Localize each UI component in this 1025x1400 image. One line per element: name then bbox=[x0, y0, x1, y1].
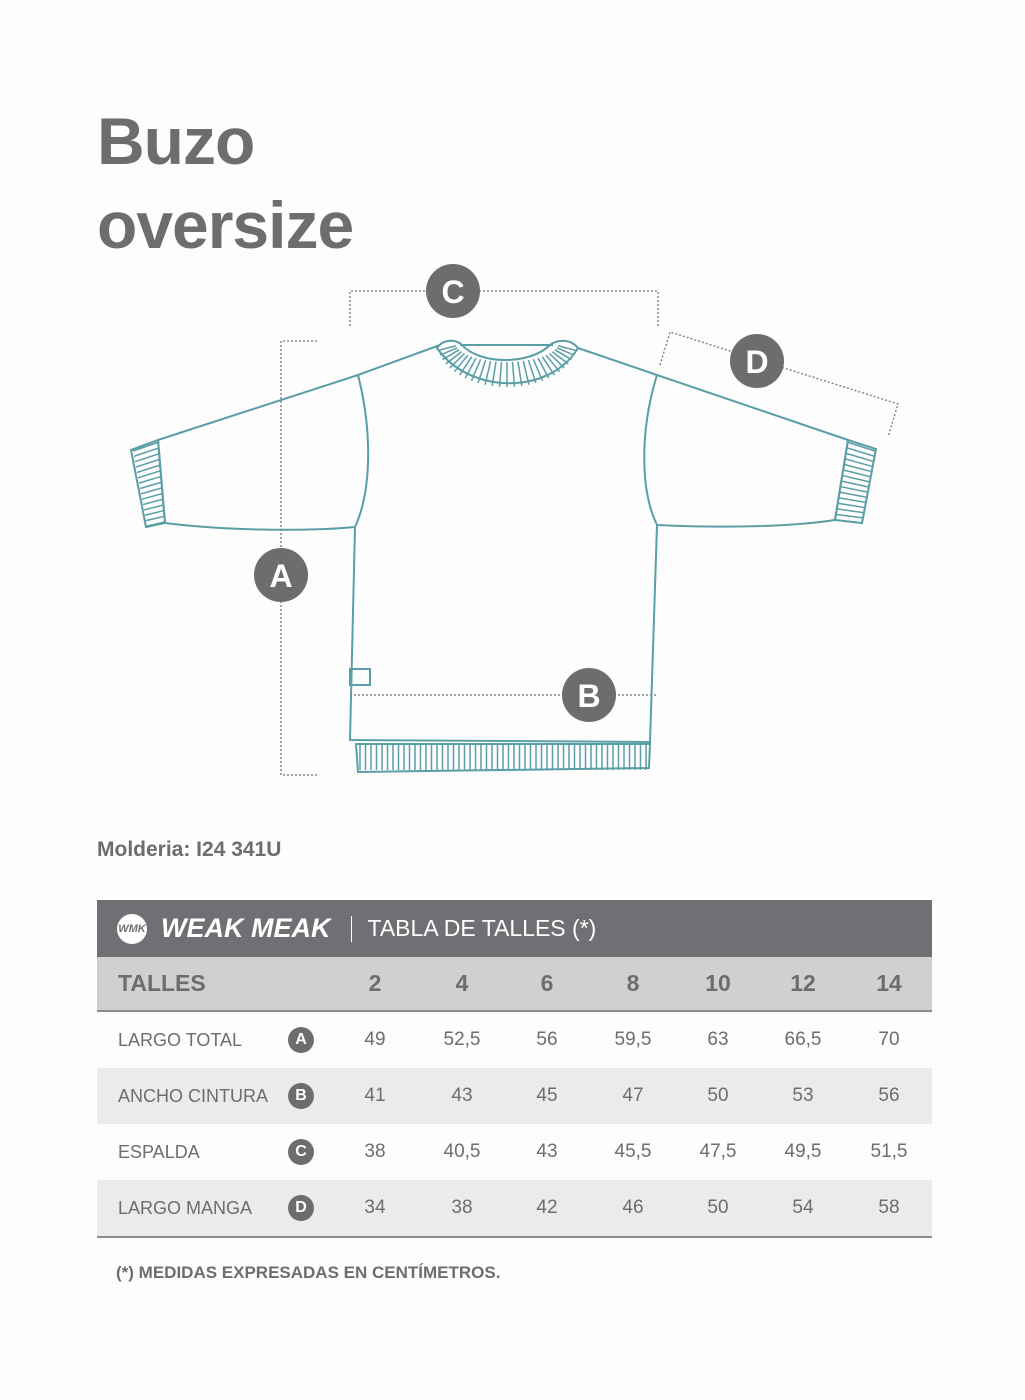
sweater-outline bbox=[129, 339, 878, 774]
footnote: (*) MEDIDAS EXPRESADAS EN CENTÍMETROS. bbox=[116, 1263, 501, 1282]
size-header: 14 bbox=[876, 970, 902, 996]
table-cell: 34 bbox=[364, 1197, 386, 1218]
table-cell: 41 bbox=[364, 1085, 386, 1106]
row-label: ANCHO CINTURA bbox=[118, 1085, 269, 1106]
marker-a: A bbox=[269, 558, 292, 594]
size-header: 8 bbox=[626, 970, 640, 996]
brand-mark-icon: WMK bbox=[117, 913, 147, 944]
table-title-bar: WMK WEAK MEAK TABLA DE TALLES (*) bbox=[97, 900, 932, 957]
table-row: LARGO TOTAL A 49 52,5 56 59,5 63 66,5 70 bbox=[97, 1012, 932, 1068]
table-cell: 42 bbox=[536, 1197, 558, 1218]
row-label: LARGO TOTAL bbox=[118, 1029, 243, 1050]
size-table: WMK WEAK MEAK TABLA DE TALLES (*) TALLES… bbox=[97, 900, 932, 1238]
table-cell: 56 bbox=[536, 1029, 558, 1050]
table-cell: 50 bbox=[707, 1085, 729, 1106]
marker-badge: D bbox=[288, 1195, 314, 1221]
table-title: TABLA DE TALLES (*) bbox=[367, 915, 597, 941]
table-cell: 47,5 bbox=[699, 1141, 737, 1162]
size-header: 10 bbox=[705, 970, 731, 996]
table-cell: 45,5 bbox=[614, 1141, 652, 1162]
rib-lines bbox=[132, 345, 876, 770]
table-cell: 47 bbox=[622, 1085, 644, 1106]
table-cell: 52,5 bbox=[443, 1029, 481, 1050]
marker-b: B bbox=[577, 678, 600, 714]
size-header: 12 bbox=[790, 970, 816, 996]
table-cell: 66,5 bbox=[784, 1029, 822, 1050]
size-header: 2 bbox=[368, 970, 382, 996]
size-header: 4 bbox=[455, 970, 469, 996]
marker-badge: C bbox=[288, 1139, 314, 1165]
table-cell: 43 bbox=[451, 1085, 473, 1106]
table-row: ANCHO CINTURA B 41 43 45 47 50 53 56 bbox=[97, 1068, 932, 1124]
table-cell: 50 bbox=[707, 1197, 729, 1218]
table-cell: 53 bbox=[792, 1085, 814, 1106]
row-label: ESPALDA bbox=[118, 1141, 200, 1162]
table-cell: 59,5 bbox=[614, 1029, 652, 1050]
table-cell: 46 bbox=[622, 1197, 644, 1218]
table-cell: 45 bbox=[536, 1085, 558, 1106]
title-line-1: Buzo bbox=[97, 104, 255, 178]
pattern-code: Molderia: I24 341U bbox=[97, 838, 282, 861]
table-cell: 40,5 bbox=[443, 1141, 481, 1162]
markers: A B C D bbox=[254, 264, 784, 722]
marker-badge: A bbox=[288, 1027, 314, 1053]
row-label: LARGO MANGA bbox=[118, 1197, 253, 1218]
table-row: ESPALDA C 38 40,5 43 45,5 47,5 49,5 51,5 bbox=[97, 1124, 932, 1180]
table-cell: 56 bbox=[878, 1085, 900, 1106]
marker-badge: B bbox=[288, 1083, 314, 1109]
table-cell: 38 bbox=[364, 1141, 386, 1162]
title-line-2: oversize bbox=[97, 188, 354, 262]
table-cell: 43 bbox=[536, 1141, 558, 1162]
marker-c: C bbox=[441, 274, 464, 310]
marker-d: D bbox=[745, 344, 768, 380]
table-cell: 51,5 bbox=[870, 1141, 908, 1162]
divider bbox=[350, 915, 352, 942]
table-cell: 49 bbox=[364, 1029, 386, 1050]
table-cell: 54 bbox=[792, 1197, 814, 1218]
brand-name: WEAK MEAK bbox=[161, 913, 331, 943]
brand-logo: WMK WEAK MEAK bbox=[117, 913, 331, 944]
table-cell: 49,5 bbox=[784, 1141, 822, 1162]
table-cell: 70 bbox=[878, 1029, 900, 1050]
header-label: TALLES bbox=[118, 970, 206, 996]
sweater-diagram: A B C D bbox=[129, 264, 899, 776]
size-header: 6 bbox=[540, 970, 554, 996]
table-header-row: TALLES 2 4 6 8 10 12 14 bbox=[97, 957, 932, 1012]
table-cell: 58 bbox=[878, 1197, 900, 1218]
table-cell: 63 bbox=[707, 1029, 729, 1050]
table-cell: 38 bbox=[451, 1197, 473, 1218]
table-row: LARGO MANGA D 34 38 42 46 50 54 58 bbox=[97, 1180, 932, 1238]
